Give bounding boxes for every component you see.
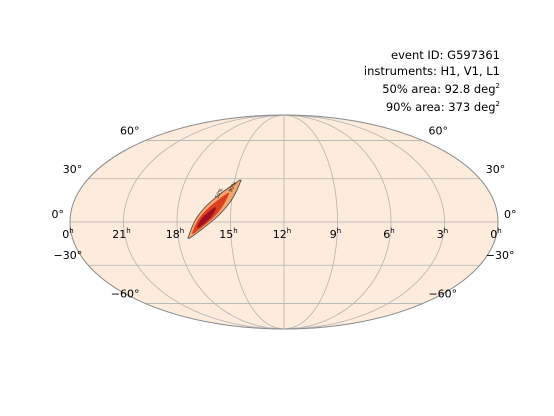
ra-label-unit: h xyxy=(497,227,501,235)
ra-label-unit: h xyxy=(233,227,237,235)
lat-label-left: −60° xyxy=(111,288,140,301)
ra-label-value: 0 xyxy=(62,228,69,241)
ra-label: 15h xyxy=(219,227,237,241)
event-id-label: event ID: G597361 xyxy=(391,48,500,62)
instruments-label: instruments: H1, V1, L1 xyxy=(363,63,500,78)
meridian-line xyxy=(283,114,445,330)
lat-label-right: −60° xyxy=(428,288,457,301)
area-50-exponent: 2 xyxy=(495,82,500,90)
lat-label-right: −30° xyxy=(486,249,515,262)
lat-label-left: −30° xyxy=(54,249,83,262)
ra-label-value: 3 xyxy=(437,228,444,241)
ra-label-unit: h xyxy=(337,227,341,235)
meridian-line xyxy=(176,114,285,330)
area-90-exponent: 2 xyxy=(495,100,500,109)
lat-label-right: 60° xyxy=(428,124,448,137)
ra-label: 9h xyxy=(330,227,341,241)
grid-labels: 60° 60°30° 30°0° 0°−30° −30°−60° −60°0h 21h 18h… xyxy=(52,124,517,300)
event-info: event ID: G597361 instruments: H1, V1, L… xyxy=(364,48,500,116)
ra-label-unit: h xyxy=(444,227,448,235)
area-90-text: 90% area: 373 deg xyxy=(385,100,496,115)
ra-label-unit: h xyxy=(69,227,73,235)
ra-label-unit: h xyxy=(180,227,184,235)
coordinate-grid xyxy=(70,114,498,330)
contour-label-90: 90% xyxy=(228,181,239,194)
ra-label: 21h xyxy=(112,227,130,241)
area-50-text: 50% area: 92.8 deg xyxy=(382,81,496,96)
lat-label-left: 60° xyxy=(120,124,140,137)
localization-contour xyxy=(187,179,242,239)
lat-label-right: 0° xyxy=(504,208,517,221)
lat-label-left: 0° xyxy=(52,208,65,221)
area-90-label: 90% area: 373 deg2 xyxy=(364,97,500,115)
ra-label-unit: h xyxy=(126,227,130,235)
localization-peak xyxy=(196,207,217,228)
meridian-line xyxy=(283,114,392,330)
meridian-line xyxy=(283,114,338,330)
ra-label: 0h xyxy=(62,227,73,241)
ra-label-unit: h xyxy=(287,227,291,235)
ra-label: 18h xyxy=(166,227,184,241)
ra-label-unit: h xyxy=(390,227,394,235)
ra-label-value: 0 xyxy=(490,228,497,241)
ra-label: 3h xyxy=(437,227,448,241)
lat-label-left: 30° xyxy=(63,163,83,176)
area-50-label: 50% area: 92.8 deg2 xyxy=(364,79,500,97)
ra-label-value: 18 xyxy=(166,228,180,241)
ra-label-value: 21 xyxy=(112,228,126,241)
meridian-line xyxy=(123,114,285,330)
map-border xyxy=(69,114,499,330)
ra-label-value: 6 xyxy=(383,228,390,241)
lat-label-right: 30° xyxy=(486,163,506,176)
ra-label-value: 12 xyxy=(273,228,287,241)
map-outline xyxy=(69,114,499,330)
ra-label-value: 15 xyxy=(219,228,233,241)
contour-label-50: 50% xyxy=(214,187,225,200)
ra-label: 12h xyxy=(273,227,291,241)
ra-label-value: 9 xyxy=(330,228,337,241)
meridian-line xyxy=(230,114,285,330)
localization-region: 50%90% xyxy=(187,179,242,239)
ra-label: 0h xyxy=(490,227,501,241)
ra-label: 6h xyxy=(383,227,394,241)
